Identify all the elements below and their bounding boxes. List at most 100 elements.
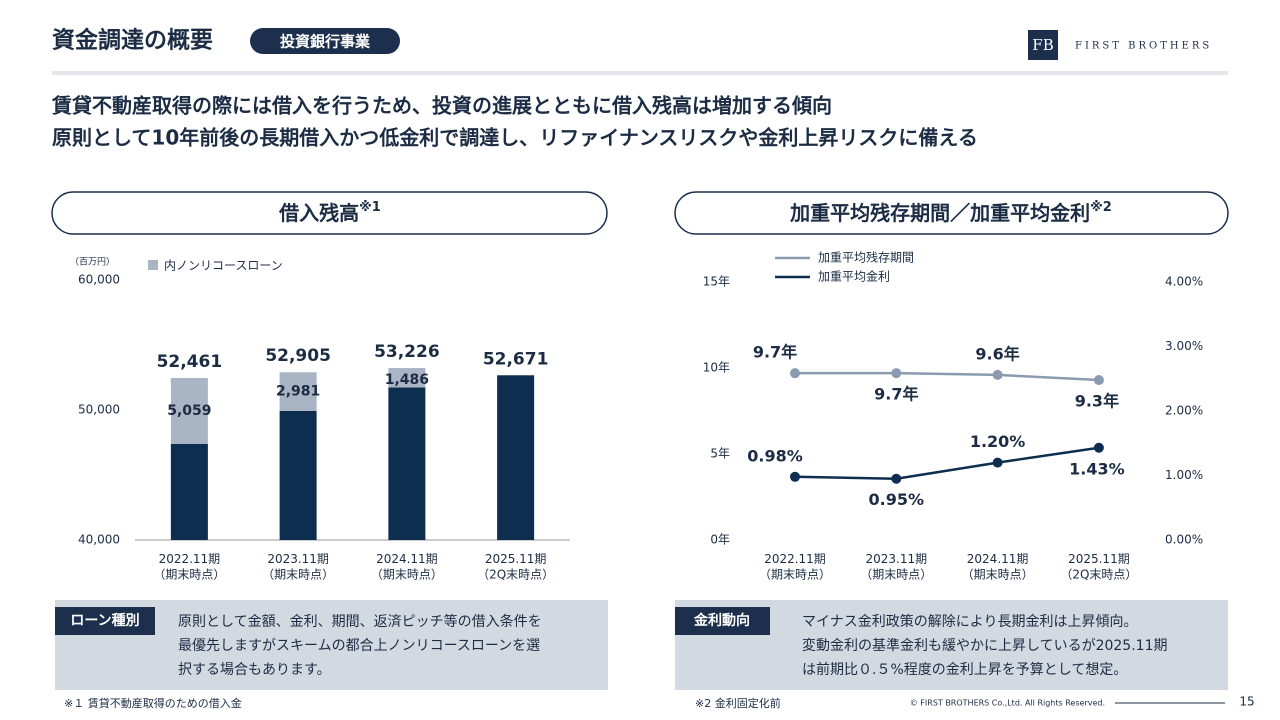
x-tick-label: 2025.11期（2Q末時点）: [1060, 552, 1137, 582]
note-text: マイナス金利政策の解除により長期金利は上昇傾向。: [802, 613, 1137, 630]
y-unit: （百万円）: [70, 257, 115, 268]
legend-label: 加重平均残存期間: [818, 251, 914, 265]
section-pill: [674, 191, 1229, 235]
point: [992, 369, 1003, 380]
total-label: 52,671: [483, 349, 549, 369]
label-line: 2024.11期: [967, 552, 1029, 566]
note-text: 変動金利の基準金利も緩やかに上昇しているが2025.11期: [802, 637, 1167, 654]
logo-letters: FB: [1032, 36, 1053, 54]
label-line: （期末時点）: [153, 567, 225, 581]
total-label: 53,226: [374, 342, 440, 362]
legend-swatch: [148, 260, 158, 270]
label-line: （期末時点）: [962, 567, 1034, 581]
note-label: 金利動向: [693, 612, 750, 629]
x-tick-label: 2024.11期（期末時点）: [962, 552, 1034, 582]
bar-segment: [170, 378, 208, 444]
y-tick-label: 50,000: [78, 403, 120, 417]
point: [992, 457, 1003, 468]
value-label: 0.98%: [747, 446, 803, 465]
label-line: 2025.11期: [485, 552, 547, 566]
chart-title: 借入残高※1: [278, 200, 381, 225]
value-label: 9.3年: [1075, 392, 1119, 411]
label-line: 2023.11期: [865, 552, 927, 566]
total-label: 52,905: [265, 346, 331, 366]
bar-segment: [170, 443, 208, 540]
x-tick-label: 2022.11期（期末時点）: [759, 552, 831, 582]
headline: 賃貸不動産取得の際には借入を行うため、投資の進展とともに借入残高は増加する傾向: [51, 94, 832, 118]
label-line: 2022.11期: [159, 552, 221, 566]
footnote: ※2 金利固定化前: [695, 696, 781, 710]
value-label: 1.43%: [1069, 459, 1125, 478]
value-label: 1,486: [385, 372, 429, 388]
note-text: は前期比０.５%程度の金利上昇を予算として想定。: [802, 661, 1127, 678]
bar-segment: [497, 375, 535, 540]
label-line: （期末時点）: [860, 567, 932, 581]
note-text: 択する場合もあります。: [178, 662, 331, 678]
value-label: 9.7年: [874, 385, 918, 404]
logo-mark: [1028, 30, 1058, 60]
label-line: 2025.11期: [1068, 552, 1130, 566]
y2-tick-label: 1.00%: [1165, 468, 1203, 482]
chart-title-note: ※2: [1090, 200, 1112, 215]
y2-tick-label: 3.00%: [1165, 339, 1203, 353]
page-number: 15: [1239, 695, 1254, 709]
badge: [250, 28, 400, 54]
bar-segment: [279, 372, 317, 411]
note-label-bg: [55, 607, 155, 635]
value-label: 2,981: [276, 384, 320, 400]
y-tick-label: 0年: [710, 533, 730, 547]
label-line: （期末時点）: [262, 567, 334, 581]
chart-title-text: 加重平均残存期間／加重平均金利: [789, 201, 1090, 225]
headline: 原則として10年前後の長期借入かつ低金利で調達し、リファイナンスリスクや金利上昇…: [52, 126, 978, 150]
note-text: 最優先しますがスキームの都合上ノンリコースローンを選: [178, 638, 540, 654]
y-tick-label: 15年: [703, 275, 730, 289]
value-label: 0.95%: [869, 490, 925, 509]
page-title: 資金調達の概要: [52, 27, 213, 54]
label-line: 2022.11期: [764, 552, 826, 566]
note-text: 原則として金額、金利、期間、返済ピッチ等の借入条件を: [178, 613, 542, 630]
point: [891, 473, 902, 484]
value-label: 9.6年: [975, 344, 1019, 363]
x-tick-label: 2023.11期（期末時点）: [860, 552, 932, 582]
x-tick-label: 2023.11期（期末時点）: [262, 552, 334, 582]
label-line: 2024.11期: [376, 552, 438, 566]
bar-segment: [388, 387, 426, 540]
chart-title: 加重平均残存期間／加重平均金利※2: [789, 200, 1112, 225]
y2-tick-label: 2.00%: [1165, 404, 1203, 418]
legend-label: 内ノンリコースローン: [164, 259, 283, 273]
value-label: 5,059: [167, 403, 211, 419]
series-line: [795, 371, 1099, 382]
point: [1093, 375, 1104, 386]
value-label: 9.7年: [753, 343, 797, 362]
note-label-bg: [675, 607, 770, 635]
chart-title-note: ※1: [359, 200, 381, 215]
bar-segment: [388, 368, 426, 388]
legend-label: 加重平均金利: [818, 269, 890, 284]
y-tick-label: 60,000: [78, 273, 120, 287]
total-label: 52,461: [157, 352, 223, 372]
copyright: © FIRST BROTHERS Co.,Ltd. All Rights Res…: [910, 699, 1105, 708]
footnote: ※１ 賃貸不動産取得のための借入金: [64, 696, 242, 710]
point: [1093, 442, 1104, 453]
x-tick-label: 2022.11期（期末時点）: [153, 552, 225, 582]
label-line: （期末時点）: [759, 567, 831, 581]
y2-tick-label: 0.00%: [1165, 533, 1203, 547]
x-tick-label: 2024.11期（期末時点）: [371, 552, 443, 582]
point: [790, 471, 800, 482]
point: [790, 368, 800, 379]
y-tick-label: 5年: [710, 447, 730, 461]
note-label: ローン種別: [70, 612, 139, 629]
label-line: （2Q末時点）: [1060, 567, 1137, 581]
label-line: 2023.11期: [267, 552, 329, 566]
y-tick-label: 10年: [703, 361, 730, 375]
series-line: [794, 446, 1100, 480]
point: [891, 368, 902, 379]
y-tick-label: 40,000: [78, 533, 120, 547]
label-line: （期末時点）: [371, 567, 443, 581]
y2-tick-label: 4.00%: [1165, 275, 1203, 289]
section-pill: [51, 191, 608, 235]
bar-segment: [279, 410, 317, 540]
label-line: （2Q末時点）: [477, 567, 554, 581]
value-label: 1.20%: [970, 432, 1026, 451]
